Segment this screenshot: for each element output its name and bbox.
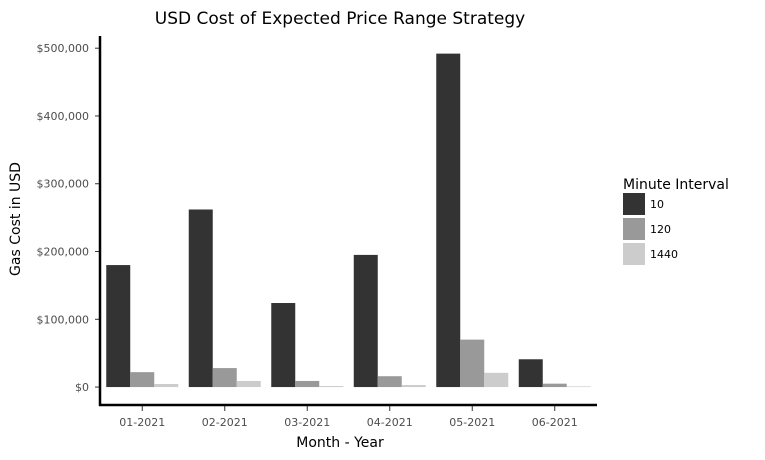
y-tick-label: $500,000	[37, 42, 90, 55]
legend-swatch-10	[623, 193, 645, 215]
legend: Minute Interval 10 120 1440	[623, 177, 729, 265]
legend-swatch-120	[623, 218, 645, 240]
legend-title: Minute Interval	[623, 177, 729, 193]
bar-05-2021-1440	[484, 372, 509, 388]
bar-06-2021-10	[518, 359, 543, 388]
legend-items: 10 120 1440	[623, 193, 678, 265]
y-axis-ticks: $0 $100,000 $200,000 $300,000 $400,000 $500,0…	[37, 42, 100, 394]
y-tick-label: $0	[75, 381, 89, 394]
bar-06-2021-1440	[566, 386, 591, 388]
y-axis-title: Gas Cost in USD	[8, 162, 24, 276]
bar-04-2021-1440	[401, 385, 426, 388]
bar-01-2021-120	[130, 372, 155, 388]
bar-01-2021-1440	[154, 384, 179, 388]
bar-06-2021-120	[542, 383, 567, 388]
x-tick-label: 06-2021	[532, 416, 578, 429]
bar-05-2021-120	[460, 339, 485, 388]
bar-02-2021-10	[188, 209, 213, 388]
y-tick-label: $100,000	[37, 313, 90, 326]
bar-02-2021-120	[212, 368, 237, 388]
bar-04-2021-120	[377, 376, 402, 388]
y-tick-label: $200,000	[37, 246, 90, 259]
bars-group	[106, 53, 591, 388]
bar-04-2021-10	[353, 254, 378, 388]
x-axis-title: Month - Year	[296, 435, 384, 451]
bar-03-2021-10	[271, 303, 296, 388]
legend-label-120: 120	[650, 223, 671, 236]
y-tick-label: $300,000	[37, 178, 90, 191]
x-axis-ticks: 01-2021 02-2021 03-2021 04-2021 05-2021 06-20…	[119, 406, 578, 429]
legend-swatch-1440	[623, 243, 645, 265]
chart-title: USD Cost of Expected Price Range Strateg…	[155, 9, 525, 29]
bar-02-2021-1440	[236, 380, 261, 388]
bar-01-2021-10	[106, 265, 131, 388]
x-tick-label: 03-2021	[284, 416, 330, 429]
x-tick-label: 04-2021	[367, 416, 413, 429]
legend-label-10: 10	[650, 198, 664, 211]
x-tick-label: 05-2021	[449, 416, 495, 429]
x-tick-label: 01-2021	[119, 416, 165, 429]
y-tick-label: $400,000	[37, 110, 90, 123]
bar-03-2021-120	[295, 380, 320, 388]
bar-05-2021-10	[436, 53, 461, 388]
legend-label-1440: 1440	[650, 248, 678, 261]
bar-03-2021-1440	[319, 386, 344, 388]
x-tick-label: 02-2021	[202, 416, 248, 429]
